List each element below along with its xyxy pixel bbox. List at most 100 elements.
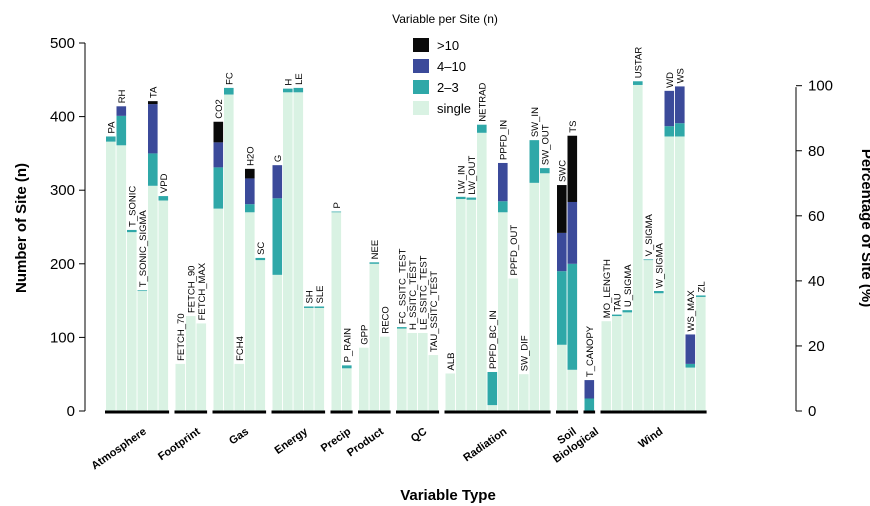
- y-tick-label-left: 0: [67, 403, 75, 420]
- bar-label-pa: PA: [106, 121, 117, 134]
- bar-ts-single: [567, 369, 578, 411]
- bar-p-2to3: [331, 211, 342, 213]
- bar-sh-2to3: [304, 306, 314, 308]
- bar-t-sonic-sigma-2to3: [137, 290, 148, 292]
- bar-ta-single: [148, 185, 158, 411]
- bar-ws-max-2to3: [685, 363, 696, 368]
- bar-t-sonic-single: [127, 232, 137, 411]
- bar-label-zl: ZL: [696, 281, 707, 292]
- bar-label-t-canopy: T_CANOPY: [585, 325, 596, 377]
- bar-label-ppfd-out: PPFD_OUT: [509, 225, 520, 276]
- bar-mo-length-single: [601, 321, 612, 411]
- bar-g-4to10: [272, 165, 283, 199]
- bar-sw-out-2to3: [540, 168, 550, 174]
- bar-ta-4to10: [148, 104, 158, 154]
- bar-ts-gt10: [567, 135, 578, 202]
- bar-netrad-single: [477, 132, 487, 412]
- bar-fetch-90-single: [186, 316, 196, 411]
- bar-label-ws-max: WS_MAX: [686, 290, 697, 332]
- bar-label-sw-dif: SW_DIF: [519, 335, 530, 371]
- bar-t-sonic-sigma-single: [137, 291, 148, 411]
- y-tick-label-left: 300: [50, 182, 75, 199]
- axes-layer: 0 100 200 300 400 500 0 20 40 60 80 100: [50, 35, 833, 420]
- bar-label-sw-in: SW_IN: [530, 107, 541, 137]
- bar-label-sle: SLE: [315, 286, 326, 304]
- bar-le-2to3: [293, 87, 304, 93]
- legend-label-4to10: 4–10: [437, 59, 466, 74]
- group-layer: Atmosphere Footprint Gas Energy PrecipProduc…: [89, 410, 707, 472]
- legend-title: Variable per Site (n): [392, 12, 498, 26]
- bar-co2-2to3: [213, 167, 224, 209]
- bar-label-u-sigma: U_SIGMA: [623, 264, 634, 307]
- bar-p-rain-2to3: [342, 365, 352, 369]
- bar-t-sonic-2to3: [127, 229, 137, 233]
- bar-label-ts: TS: [568, 121, 579, 133]
- bar-rh-single: [116, 145, 127, 411]
- bar-p-rain-single: [342, 368, 352, 411]
- bar-label-swc: SWC: [557, 160, 568, 182]
- bar-label-lw-out: LW_OUT: [467, 155, 478, 194]
- bar-ts-2to3: [567, 263, 578, 370]
- bar-label-netrad: NETRAD: [477, 82, 488, 121]
- y-tick-label-left: 400: [50, 109, 75, 126]
- bar-h2o-2to3: [245, 204, 255, 213]
- y-tick-label-right: 40: [808, 273, 825, 290]
- bar-label-vpd: VPD: [159, 173, 170, 193]
- bar-swc-4to10: [557, 232, 567, 272]
- bars-layer: [106, 81, 706, 412]
- bar-label-ta: TA: [148, 86, 159, 98]
- legend-swatch-4to10: [413, 59, 429, 73]
- bar-label-mo-length: MO_LENGTH: [602, 259, 613, 318]
- bar-fc-ssitc-test-single: [397, 328, 407, 411]
- bar-ws-4to10: [675, 86, 685, 124]
- bar-label-co2: CO2: [214, 99, 225, 119]
- bar-alb-single: [445, 373, 456, 411]
- bar-fetch-max-single: [196, 323, 207, 411]
- legend-swatch-2to3: [413, 80, 429, 94]
- y-tick-label-right: 80: [808, 143, 825, 160]
- bar-co2-gt10: [213, 121, 224, 143]
- bar-tau-ssitc-test-single: [428, 355, 439, 411]
- bar-wd-2to3: [664, 126, 675, 137]
- bar-lw-out-2to3: [466, 197, 477, 200]
- bar-ws-2to3: [675, 123, 685, 137]
- bar-sc-2to3: [255, 257, 266, 261]
- bar-ppfd-in-single: [498, 212, 508, 411]
- bar-label-le: LE: [294, 73, 305, 85]
- bar-label-ppfd-bc-in: PPFD_BC_IN: [488, 310, 499, 369]
- bar-swc-single: [557, 344, 567, 411]
- bar-label-ustar: USTAR: [633, 47, 644, 79]
- bar-vpd-2to3: [158, 196, 169, 201]
- bar-sw-in-single: [529, 182, 540, 411]
- bar-t-canopy-4to10: [584, 380, 595, 399]
- bar-sw-dif-single: [519, 374, 529, 411]
- bar-ppfd-in-2to3: [498, 201, 508, 213]
- legend-label-gt10: >10: [437, 38, 459, 53]
- bar-co2-single: [213, 208, 224, 411]
- bar-ppfd-out-single: [508, 278, 519, 411]
- bar-g-2to3: [272, 198, 283, 275]
- bar-label-tau: TAU: [612, 293, 623, 311]
- bar-label-fetch-90: FETCH_90: [186, 266, 197, 314]
- bar-ustar-2to3: [633, 81, 643, 85]
- y-tick-label-right: 100: [808, 78, 833, 95]
- bar-label-fc-ssitc-test: FC_SSITC_TEST: [397, 248, 408, 324]
- group-label-wind: Wind: [636, 426, 665, 451]
- bar-sle-single: [314, 307, 325, 411]
- bar-wd-single: [664, 136, 675, 412]
- bar-gpp-single: [359, 347, 369, 411]
- bar-h2o-gt10: [245, 168, 255, 179]
- bar-ppfd-bc-in-single: [487, 405, 498, 411]
- group-label-radiation: Radiation: [461, 425, 509, 464]
- bar-sw-out-single: [540, 173, 550, 411]
- bar-label-tau-ssitc-test: TAU_SSITC_TEST: [429, 271, 440, 352]
- bar-fetch-70-single: [175, 363, 186, 411]
- bar-ts-4to10: [567, 201, 578, 264]
- legend-label-2to3: 2–3: [437, 80, 459, 95]
- bar-fch4-single: [234, 363, 245, 411]
- bar-label-v-sigma: V_SIGMA: [644, 213, 655, 256]
- bar-label-nee: NEE: [370, 240, 381, 260]
- bar-label-sc: SC: [256, 242, 267, 255]
